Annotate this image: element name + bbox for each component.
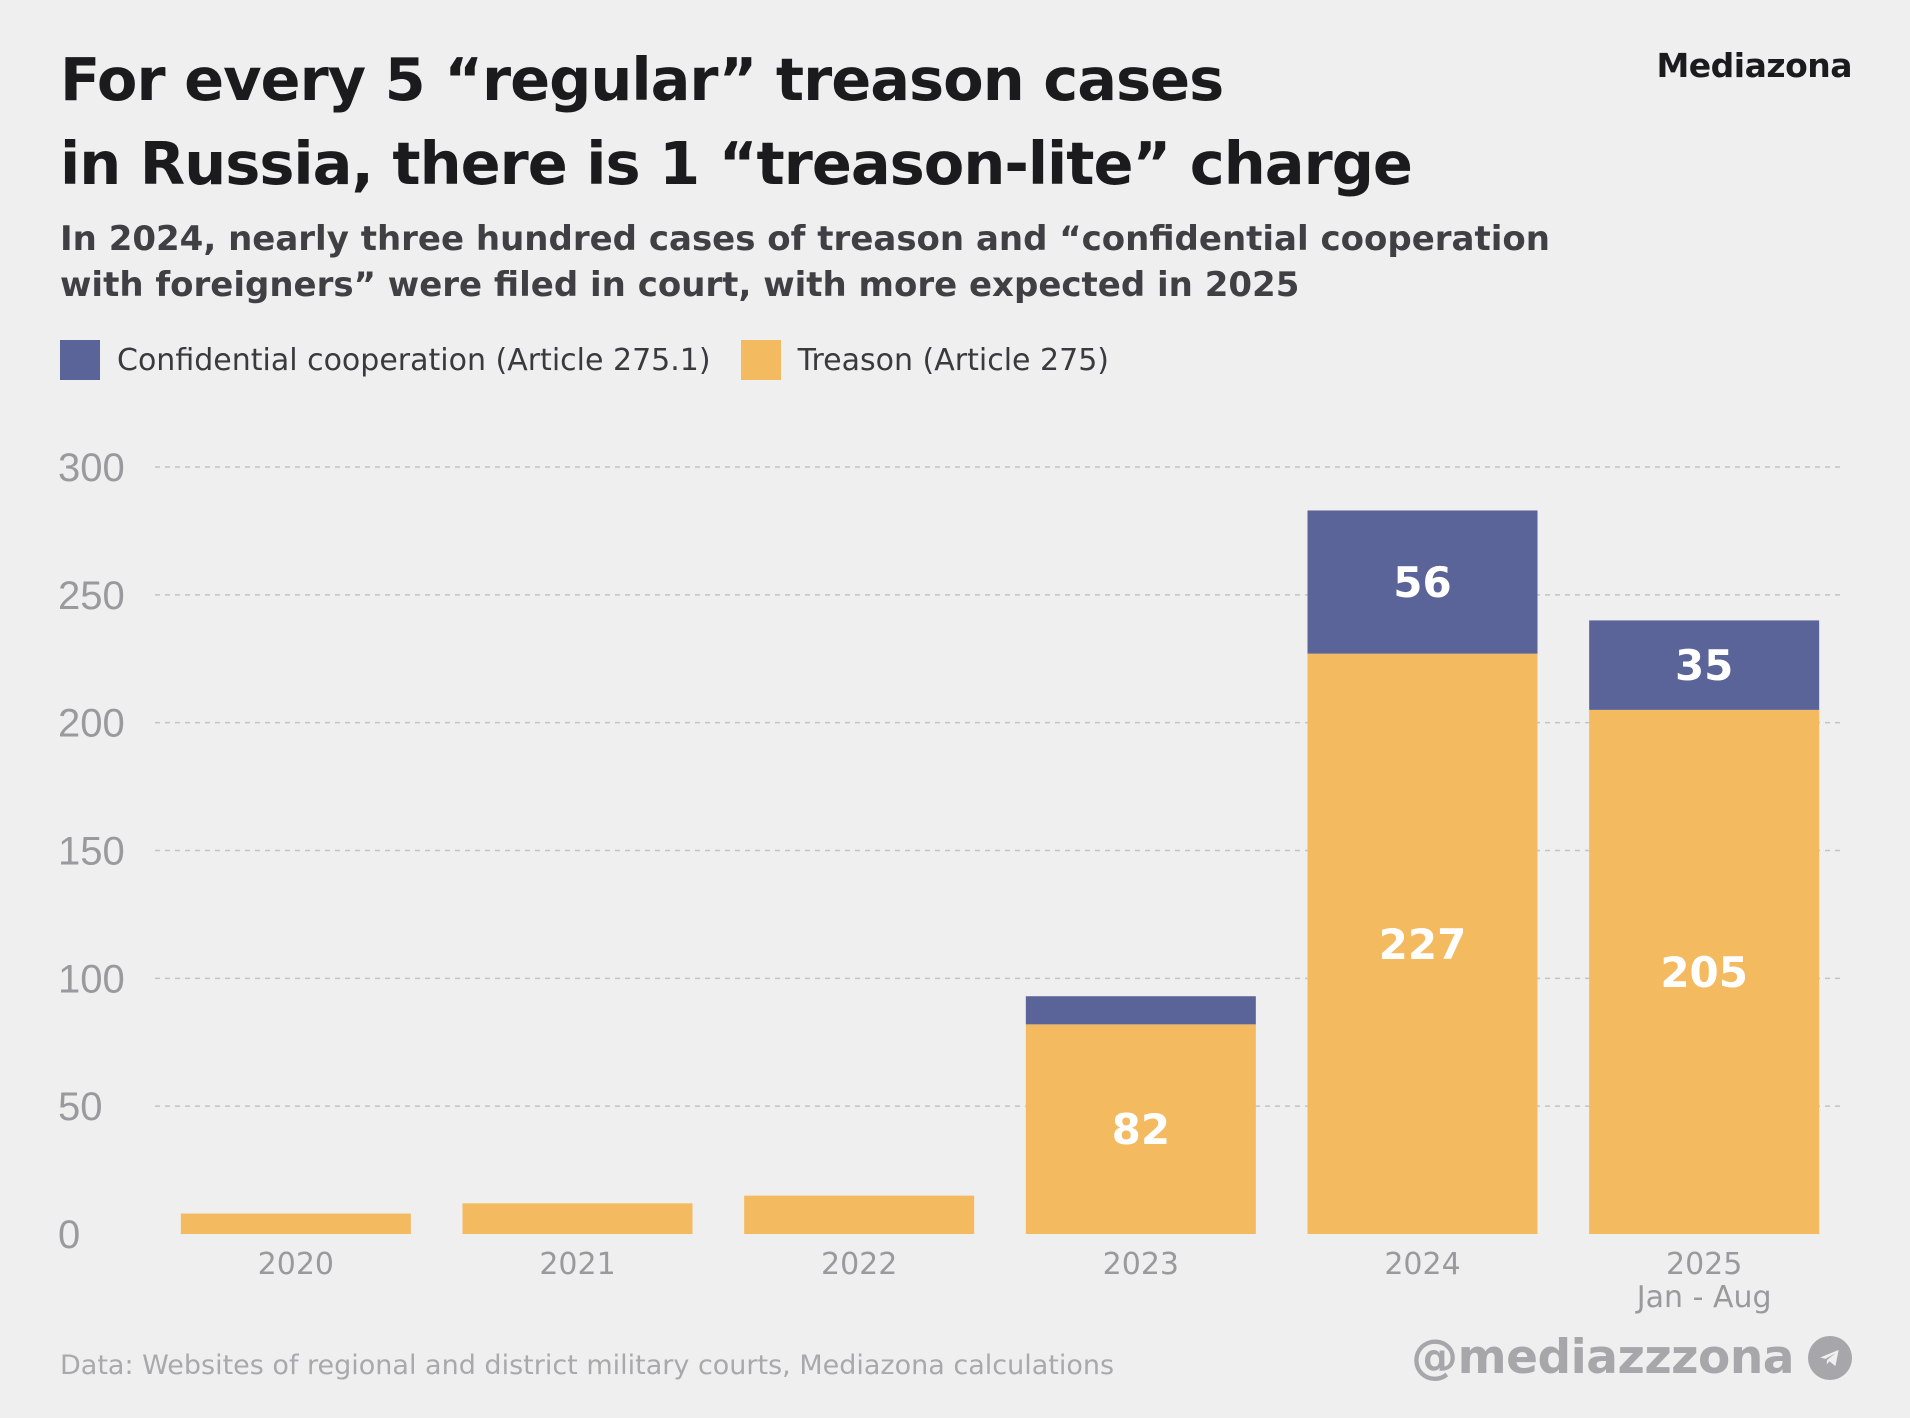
source-note: Data: Websites of regional and district …	[60, 1350, 1115, 1381]
x-tick-label: 2025	[1666, 1247, 1742, 1282]
data-labels: 82 227 56 205 35	[1112, 558, 1748, 1154]
bar-2023-series-1	[1025, 996, 1256, 1025]
x-tick-label: 2021	[539, 1247, 615, 1282]
bar-2025-series-0	[1589, 709, 1820, 1234]
subtitle-line-1: In 2024, nearly three hundred cases of t…	[60, 219, 1550, 259]
bar-2022-series-0	[744, 1195, 975, 1234]
bar-2020-series-0	[180, 1213, 411, 1234]
legend-label-confidential: Confidential cooperation (Article 275.1)	[117, 342, 711, 378]
y-tick-label: 300	[58, 446, 125, 490]
y-tick-label: 100	[58, 957, 125, 1001]
grid-layer	[155, 466, 1845, 1107]
legend-swatch-treason	[740, 340, 781, 380]
data-label-2025-series-1: 35	[1675, 641, 1733, 690]
x-tick-label: 2020	[258, 1247, 334, 1282]
bars	[180, 510, 1820, 1234]
y-tick-label: 0	[58, 1213, 80, 1257]
x-tick-label: 2023	[1103, 1247, 1179, 1282]
chart-subtitle: In 2024, nearly three hundred cases of t…	[60, 216, 1560, 308]
bar-2024-series-0	[1307, 653, 1538, 1234]
legend-item-treason: Treason (Article 275)	[740, 340, 1109, 380]
telegram-icon	[1808, 1335, 1852, 1380]
y-tick-label: 200	[58, 702, 125, 746]
y-tick-label: 50	[58, 1085, 103, 1129]
data-label-2023-series-0: 82	[1112, 1105, 1170, 1154]
legend-label-treason: Treason (Article 275)	[797, 342, 1109, 378]
x-tick-sublabel: Jan - Aug	[1635, 1280, 1772, 1315]
y-tick-label: 250	[58, 574, 125, 618]
data-label-2025-series-0: 205	[1660, 948, 1748, 997]
subtitle-line-2: with foreigners” were filed in court, wi…	[60, 265, 1300, 305]
bar-2023-series-0	[1025, 1024, 1256, 1234]
chart-title: For every 5 “regular” treason cases in R…	[60, 38, 1560, 206]
bar-2025-series-1	[1589, 620, 1820, 710]
legend: Confidential cooperation (Article 275.1)…	[60, 340, 1139, 380]
x-tick-label: 2022	[821, 1247, 897, 1282]
x-tick-label: 2024	[1384, 1247, 1460, 1282]
title-line-2: in Russia, there is 1 “treason-lite” cha…	[60, 129, 1413, 198]
data-label-2024-series-1: 56	[1393, 558, 1451, 607]
title-line-1: For every 5 “regular” treason cases	[60, 45, 1224, 114]
data-label-2024-series-0: 227	[1379, 920, 1467, 969]
bar-2024-series-1	[1307, 510, 1538, 654]
y-tick-label: 150	[58, 830, 125, 874]
handle-text: @mediazzzona	[1411, 1330, 1794, 1385]
brand-logo: Mediazona	[1656, 46, 1852, 85]
social-handle[interactable]: @mediazzzona	[1411, 1330, 1852, 1385]
bar-2021-series-0	[462, 1203, 693, 1234]
legend-item-confidential: Confidential cooperation (Article 275.1)	[60, 340, 711, 380]
legend-swatch-confidential	[60, 340, 100, 380]
y-axis: 0 50 100 150 200 250 300	[58, 446, 125, 1257]
